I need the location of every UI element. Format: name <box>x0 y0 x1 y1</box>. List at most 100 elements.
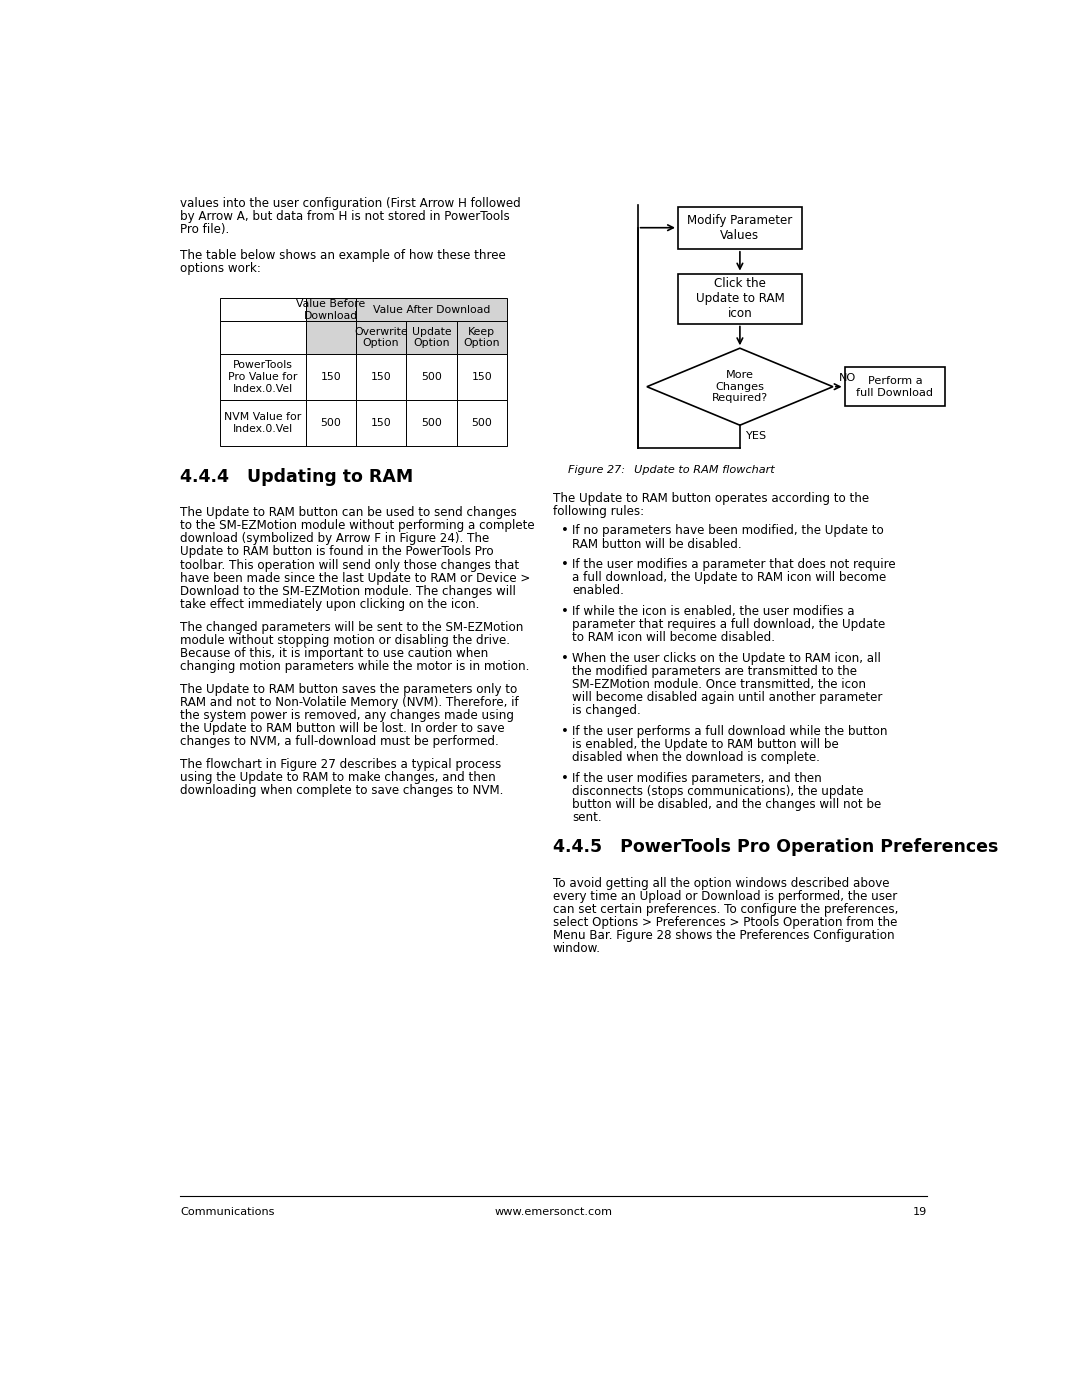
Text: Download to the SM-EZMotion module. The changes will: Download to the SM-EZMotion module. The … <box>180 584 516 598</box>
Text: 150: 150 <box>370 372 391 381</box>
Text: downloading when complete to save changes to NVM.: downloading when complete to save change… <box>180 785 503 798</box>
Text: NO: NO <box>839 373 856 383</box>
Text: If the user performs a full download while the button: If the user performs a full download whi… <box>572 725 888 738</box>
Text: module without stopping motion or disabling the drive.: module without stopping motion or disabl… <box>180 634 510 647</box>
Text: 4.4.4   Updating to RAM: 4.4.4 Updating to RAM <box>180 468 414 486</box>
Text: If while the icon is enabled, the user modifies a: If while the icon is enabled, the user m… <box>572 605 854 619</box>
Text: by Arrow A, but data from H is not stored in PowerTools: by Arrow A, but data from H is not store… <box>180 210 510 224</box>
Bar <box>306 321 356 353</box>
Text: to the SM-EZMotion module without performing a complete: to the SM-EZMotion module without perfor… <box>180 520 535 532</box>
Text: sent.: sent. <box>572 812 602 824</box>
Text: toolbar. This operation will send only those changes that: toolbar. This operation will send only t… <box>180 559 519 571</box>
Text: If the user modifies parameters, and then: If the user modifies parameters, and the… <box>572 773 822 785</box>
Bar <box>356 400 406 446</box>
Text: Communications: Communications <box>180 1207 274 1217</box>
Text: parameter that requires a full download, the Update: parameter that requires a full download,… <box>572 619 886 631</box>
Text: can set certain preferences. To configure the preferences,: can set certain preferences. To configur… <box>553 902 899 915</box>
Text: The table below shows an example of how these three: The table below shows an example of how … <box>180 249 505 263</box>
Bar <box>306 299 356 321</box>
Text: PowerTools
Pro Value for
Index.0.Vel: PowerTools Pro Value for Index.0.Vel <box>228 360 298 394</box>
Text: 4.4.5   PowerTools Pro Operation Preferences: 4.4.5 PowerTools Pro Operation Preferenc… <box>553 838 998 856</box>
Text: the modified parameters are transmitted to the: the modified parameters are transmitted … <box>572 665 858 678</box>
Text: 150: 150 <box>472 372 492 381</box>
Text: NVM Value for
Index.0.Vel: NVM Value for Index.0.Vel <box>225 412 301 434</box>
Text: To avoid getting all the option windows described above: To avoid getting all the option windows … <box>553 876 889 890</box>
Text: •: • <box>561 725 568 738</box>
Text: take effect immediately upon clicking on the icon.: take effect immediately upon clicking on… <box>180 598 480 610</box>
Text: download (symbolized by Arrow F in Figure 24). The: download (symbolized by Arrow F in Figur… <box>180 532 489 545</box>
Text: •: • <box>561 773 568 785</box>
Bar <box>457 400 507 446</box>
Text: button will be disabled, and the changes will not be: button will be disabled, and the changes… <box>572 798 881 812</box>
Text: Update
Option: Update Option <box>411 327 451 348</box>
Text: 500: 500 <box>421 372 442 381</box>
Text: changing motion parameters while the motor is in motion.: changing motion parameters while the mot… <box>180 659 529 673</box>
Bar <box>457 321 507 353</box>
Bar <box>306 400 356 446</box>
Text: RAM button will be disabled.: RAM button will be disabled. <box>572 538 742 550</box>
Text: values into the user configuration (First Arrow H followed: values into the user configuration (Firs… <box>180 197 521 210</box>
Bar <box>356 299 507 321</box>
Bar <box>220 299 306 321</box>
Bar <box>406 321 457 353</box>
Text: 19: 19 <box>913 1207 927 1217</box>
Bar <box>406 400 457 446</box>
Text: using the Update to RAM to make changes, and then: using the Update to RAM to make changes,… <box>180 771 496 784</box>
Bar <box>678 274 802 324</box>
Text: RAM and not to Non-Volatile Memory (NVM). Therefore, if: RAM and not to Non-Volatile Memory (NVM)… <box>180 696 518 710</box>
Text: •: • <box>561 605 568 619</box>
Text: 500: 500 <box>421 418 442 427</box>
Bar <box>356 321 406 353</box>
Bar <box>678 207 802 249</box>
Text: changes to NVM, a full-download must be performed.: changes to NVM, a full-download must be … <box>180 735 499 749</box>
Text: 500: 500 <box>471 418 492 427</box>
Text: the system power is removed, any changes made using: the system power is removed, any changes… <box>180 710 514 722</box>
Text: will become disabled again until another parameter: will become disabled again until another… <box>572 692 882 704</box>
Text: disabled when the download is complete.: disabled when the download is complete. <box>572 752 820 764</box>
Text: Update to RAM button is found in the PowerTools Pro: Update to RAM button is found in the Pow… <box>180 545 494 559</box>
Text: Update to RAM flowchart: Update to RAM flowchart <box>617 465 775 475</box>
Text: Because of this, it is important to use caution when: Because of this, it is important to use … <box>180 647 488 659</box>
Text: a full download, the Update to RAM icon will become: a full download, the Update to RAM icon … <box>572 571 887 584</box>
Text: The Update to RAM button saves the parameters only to: The Update to RAM button saves the param… <box>180 683 517 696</box>
Text: www.emersonct.com: www.emersonct.com <box>495 1207 612 1217</box>
Text: More
Changes
Required?: More Changes Required? <box>712 370 768 404</box>
Text: •: • <box>561 652 568 665</box>
Text: every time an Upload or Download is performed, the user: every time an Upload or Download is perf… <box>553 890 897 902</box>
Text: select Options > Preferences > Ptools Operation from the: select Options > Preferences > Ptools Op… <box>553 915 897 929</box>
Text: the Update to RAM button will be lost. In order to save: the Update to RAM button will be lost. I… <box>180 722 504 735</box>
Bar <box>845 367 945 407</box>
Bar <box>220 400 306 446</box>
Text: 500: 500 <box>321 418 341 427</box>
Text: 150: 150 <box>370 418 391 427</box>
Bar <box>220 353 306 400</box>
Text: Overwrite
Option: Overwrite Option <box>354 327 408 348</box>
Text: disconnects (stops communications), the update: disconnects (stops communications), the … <box>572 785 864 798</box>
Text: is enabled, the Update to RAM button will be: is enabled, the Update to RAM button wil… <box>572 738 839 752</box>
Text: If no parameters have been modified, the Update to: If no parameters have been modified, the… <box>572 524 883 538</box>
Bar <box>457 353 507 400</box>
Text: Value Before
Download: Value Before Download <box>296 299 365 321</box>
Bar <box>220 321 306 353</box>
Text: 150: 150 <box>321 372 341 381</box>
Text: Menu Bar. Figure 28 shows the Preferences Configuration: Menu Bar. Figure 28 shows the Preference… <box>553 929 894 942</box>
Text: enabled.: enabled. <box>572 584 624 598</box>
Text: If the user modifies a parameter that does not require: If the user modifies a parameter that do… <box>572 559 895 571</box>
Text: •: • <box>561 559 568 571</box>
Bar <box>356 353 406 400</box>
Text: YES: YES <box>744 432 766 441</box>
Text: is changed.: is changed. <box>572 704 640 717</box>
Text: Perform a
full Download: Perform a full Download <box>856 376 933 398</box>
Text: Keep
Option: Keep Option <box>463 327 500 348</box>
Text: When the user clicks on the Update to RAM icon, all: When the user clicks on the Update to RA… <box>572 652 881 665</box>
Text: The flowchart in Figure 27 describes a typical process: The flowchart in Figure 27 describes a t… <box>180 759 501 771</box>
Text: The Update to RAM button operates according to the: The Update to RAM button operates accord… <box>553 492 869 506</box>
Text: The Update to RAM button can be used to send changes: The Update to RAM button can be used to … <box>180 506 516 520</box>
Text: window.: window. <box>553 942 600 954</box>
Text: to RAM icon will become disabled.: to RAM icon will become disabled. <box>572 631 775 644</box>
Text: Value After Download: Value After Download <box>373 305 490 314</box>
Bar <box>406 353 457 400</box>
Text: have been made since the last Update to RAM or Device >: have been made since the last Update to … <box>180 571 530 584</box>
Text: Figure 27:: Figure 27: <box>568 465 625 475</box>
Bar <box>306 353 356 400</box>
